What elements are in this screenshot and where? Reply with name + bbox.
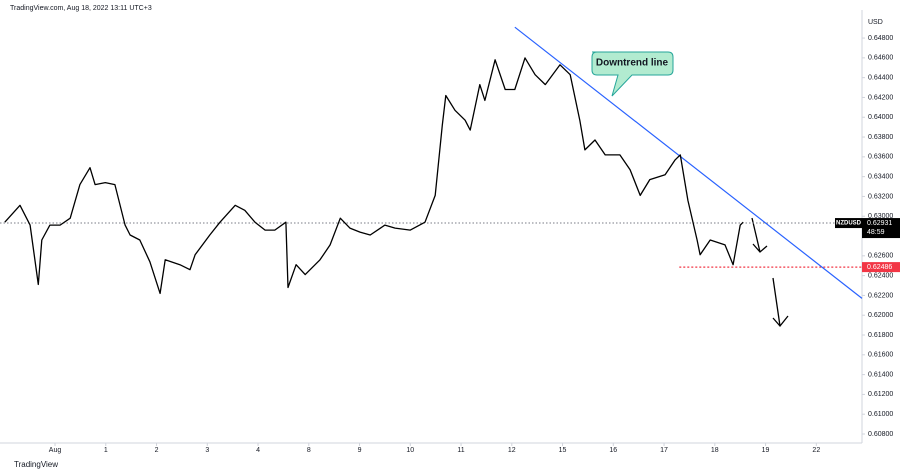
countdown: 48:59: [867, 229, 885, 236]
y-tick-label: 0.62400: [868, 272, 893, 279]
x-tick-label: 19: [762, 447, 770, 454]
price-box: [862, 262, 900, 273]
y-tick-label: 0.60800: [868, 431, 893, 438]
ticker-label: NZDUSD: [836, 221, 862, 227]
x-tick-label: 8: [307, 447, 311, 454]
arrow: [772, 277, 789, 328]
y-tick-label: 0.62600: [868, 253, 893, 260]
arrows: [751, 217, 789, 328]
x-tick-label: 18: [711, 447, 719, 454]
callout-box: [591, 51, 674, 97]
trendline: [514, 26, 863, 299]
x-tick-label: 15: [559, 447, 567, 454]
price-label: 0.62931: [867, 220, 892, 227]
x-tick-label: 22: [812, 447, 820, 454]
y-tick-label: 0.61600: [868, 352, 893, 359]
y-tick-label: 0.61400: [868, 371, 893, 378]
y-tick-label: 0.63800: [868, 134, 893, 141]
y-tick-label: 0.64200: [868, 94, 893, 101]
x-tick-label: 12: [508, 447, 516, 454]
price-label: 0.62486: [867, 264, 892, 271]
y-tick-label: 0.64800: [868, 35, 893, 42]
header: TradingView.com, Aug 18, 2022 13:11 UTC+…: [10, 5, 152, 12]
x-tick-label: 4: [256, 447, 260, 454]
callout-text: Downtrend line: [596, 58, 669, 69]
y-tick-label: 0.63200: [868, 193, 893, 200]
x-tick-label: 2: [155, 447, 159, 454]
y-tick-label: 0.63600: [868, 154, 893, 161]
y-tick-label: 0.64000: [868, 114, 893, 121]
x-tick-label: 16: [609, 447, 617, 454]
footer-logo: TradingView: [14, 460, 58, 469]
arrow: [751, 217, 768, 253]
y-tick-label: 0.63400: [868, 173, 893, 180]
callout: Downtrend line: [591, 51, 674, 97]
price-line: [4, 57, 744, 295]
x-tick-label: 11: [457, 447, 464, 454]
x-tick-label: 10: [406, 447, 414, 454]
y-tick-label: 0.64600: [868, 55, 893, 62]
price-box: [862, 218, 900, 239]
y-tick-label: 0.61000: [868, 411, 893, 418]
ticker-box: [835, 218, 862, 229]
x-tick-label: 3: [205, 447, 209, 454]
y-tick-label: 0.62200: [868, 292, 893, 299]
x-tick-label: 9: [358, 447, 362, 454]
y-tick-label: 0.63000: [868, 213, 893, 220]
x-tick-label: 17: [660, 447, 668, 454]
y-tick-label: 0.61800: [868, 332, 893, 339]
y-tick-label: 0.64400: [868, 74, 893, 81]
y-tick-label: 0.62000: [868, 312, 893, 319]
x-tick-label: Aug: [49, 447, 62, 454]
axis-unit: USD: [868, 19, 883, 26]
x-tick-label: 1: [104, 447, 108, 454]
y-tick-label: 0.61200: [868, 391, 893, 398]
